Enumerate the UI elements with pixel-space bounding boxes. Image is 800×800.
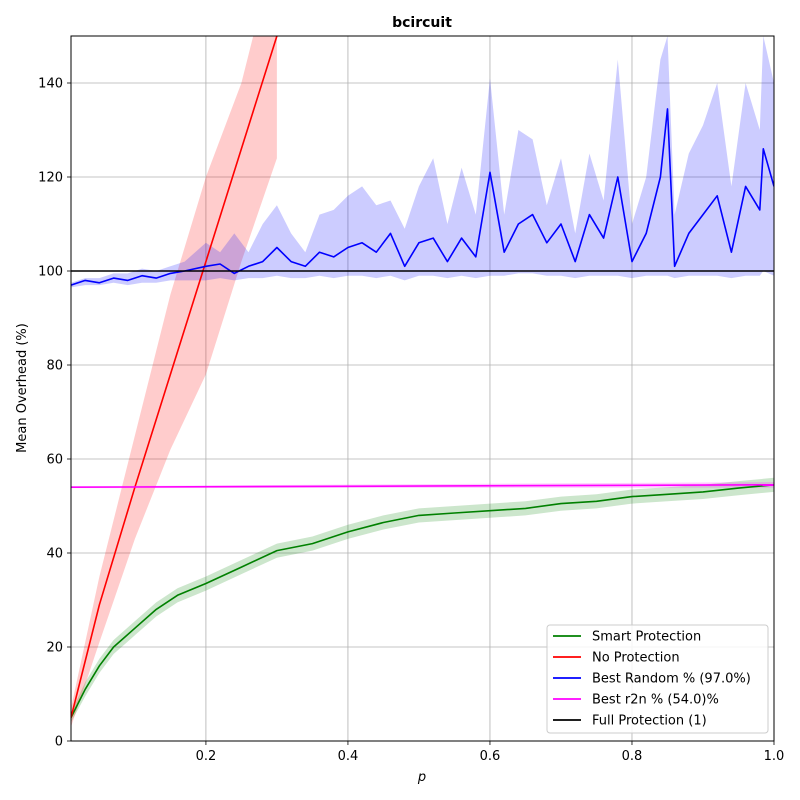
y-tick-label: 140 <box>38 77 63 92</box>
legend-box <box>546 624 769 734</box>
plot-area <box>71 36 774 727</box>
x-tick-label: 1.0 <box>764 749 785 764</box>
y-tick-label: 60 <box>46 453 63 468</box>
y-axis-label: Mean Overhead (%) <box>15 323 30 453</box>
legend-label: Best r2n % (54.0)% <box>592 693 719 708</box>
x-tick-label: 0.4 <box>338 749 359 764</box>
axes-frame <box>70 35 775 742</box>
legend-label: No Protection <box>592 651 680 666</box>
series-line <box>71 108 774 286</box>
series-line <box>71 484 774 718</box>
legend: Smart Protection No Protection Best Random… <box>546 624 769 734</box>
x-tick-label: 0.2 <box>196 749 217 764</box>
series-line <box>71 36 278 718</box>
legend-label: Full Protection (1) <box>592 714 707 729</box>
y-tick-label: 120 <box>38 171 63 186</box>
legend-label: Smart Protection <box>592 630 701 645</box>
x-tick-label: 0.8 <box>622 749 643 764</box>
x-tick-label: 0.6 <box>480 749 501 764</box>
legend-label: Best Random % (97.0%) <box>592 672 751 687</box>
y-tick-label: 0 <box>55 735 63 750</box>
x-axis-label: p <box>417 770 426 785</box>
y-tick-label: 20 <box>46 641 63 656</box>
series-line <box>71 483 774 489</box>
y-tick-label: 80 <box>46 359 63 374</box>
y-tick-label: 40 <box>46 547 63 562</box>
y-tick-label: 100 <box>38 265 63 280</box>
series-band <box>71 36 774 288</box>
chart-title: bcircuit <box>392 15 452 31</box>
axes: 0.2 0.4 0.6 0.8 1.0 0 20 40 60 80 100 120 140 <box>38 35 785 764</box>
series-band <box>71 36 277 727</box>
